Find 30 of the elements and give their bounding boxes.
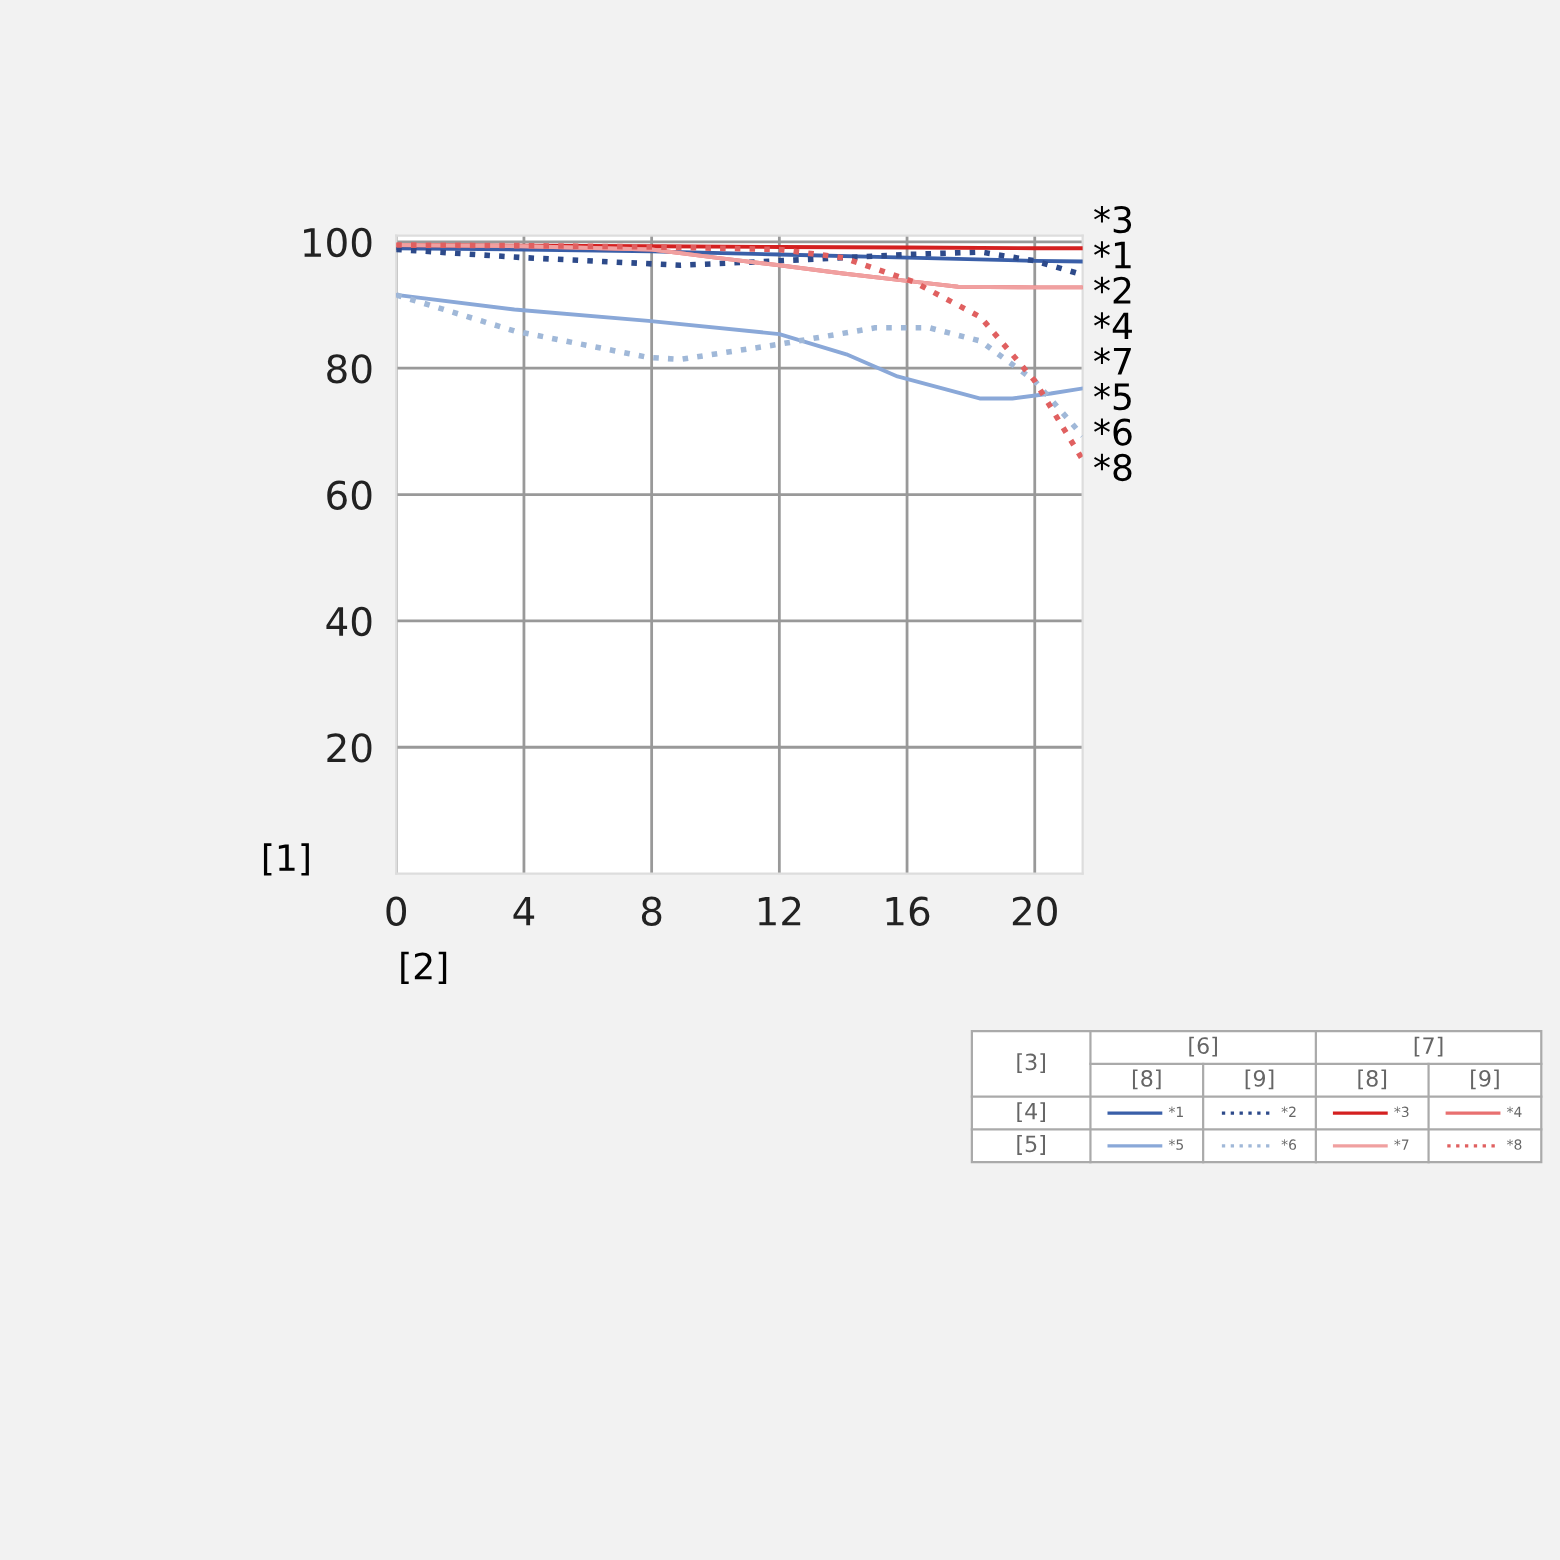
x-tick-label: 16: [886, 896, 930, 926]
y-tick-label: 40: [326, 606, 372, 637]
text: [8]: [1132, 1069, 1161, 1090]
text: *4: [1094, 312, 1132, 339]
text: [3]: [1017, 1053, 1045, 1073]
text: [7]: [1414, 1036, 1443, 1057]
text: [9]: [1471, 1069, 1499, 1090]
x-tick-label: 20: [1012, 896, 1057, 926]
text: *8: [1094, 453, 1132, 482]
x-tick-label: 0: [386, 896, 407, 926]
text: [4]: [1017, 1102, 1045, 1123]
text: [9]: [1245, 1069, 1274, 1090]
y-tick-label: 100: [304, 227, 372, 258]
text: *3: [1094, 205, 1132, 234]
x-axis-title: [2]: [401, 951, 447, 985]
text: [8]: [1358, 1069, 1387, 1090]
text: *5: [1094, 383, 1131, 411]
y-tick-label: 20: [327, 733, 372, 763]
y-tick-label: 60: [327, 480, 372, 510]
x-tick-label: 8: [641, 896, 662, 926]
y-tick-label: 80: [327, 354, 372, 384]
text: [6]: [1189, 1036, 1217, 1057]
text: *7: [1094, 347, 1131, 375]
text: *6: [1094, 418, 1132, 446]
text: *1: [1094, 241, 1131, 269]
x-tick-label: 4: [513, 897, 535, 926]
text: [5]: [1017, 1135, 1045, 1155]
y-axis-title: [1]: [263, 843, 309, 876]
text: *2: [1094, 276, 1131, 304]
x-tick-label: 12: [758, 896, 801, 926]
